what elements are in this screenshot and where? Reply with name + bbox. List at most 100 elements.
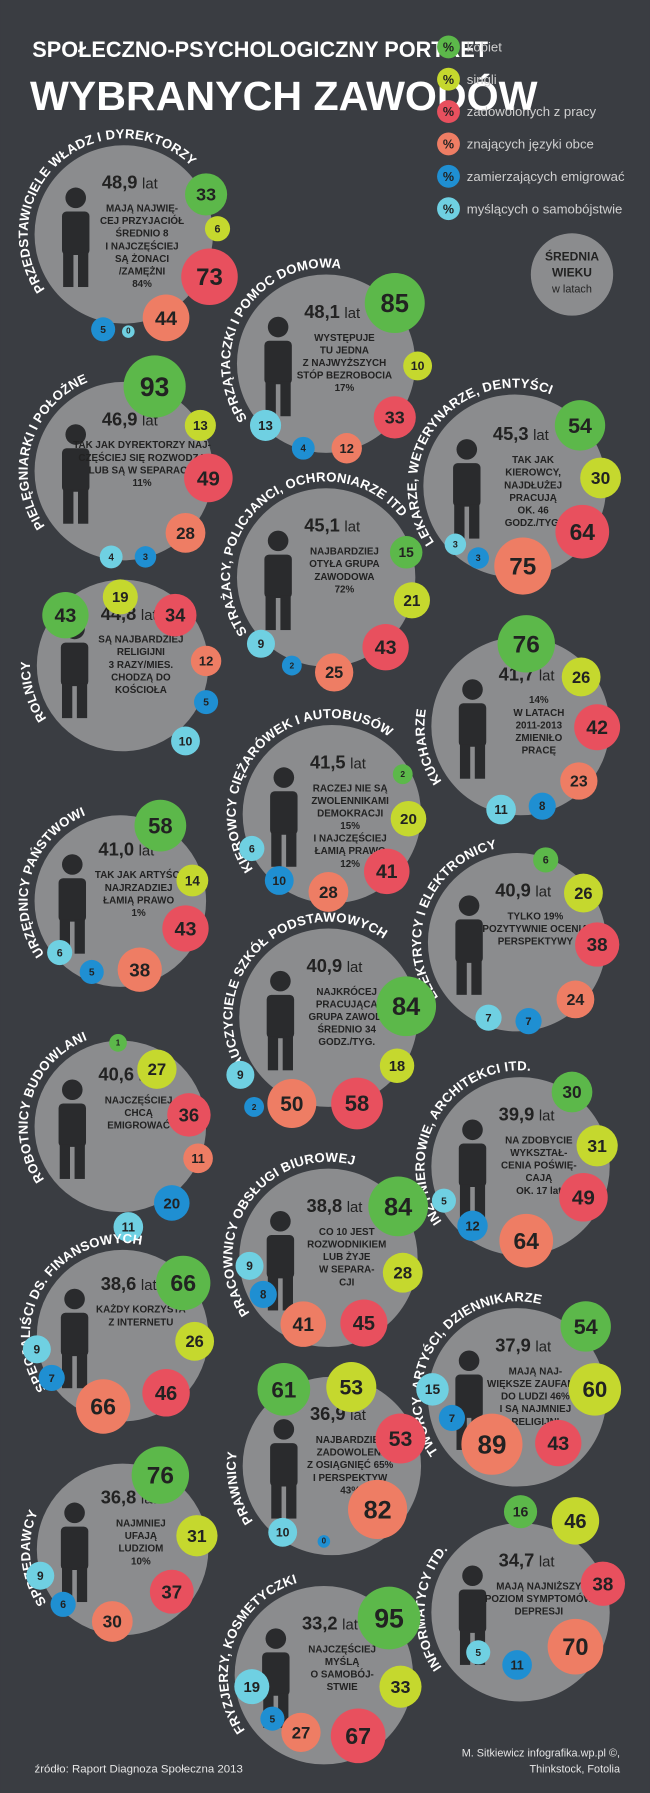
icon-leg [59, 1144, 71, 1179]
icon-body [58, 878, 87, 922]
value-bubble [291, 436, 315, 460]
description-line: OK. 17 lat [516, 1186, 562, 1197]
value-bubble [314, 653, 354, 692]
value-bubble [389, 536, 423, 569]
value-bubble [175, 1321, 215, 1361]
value-label: 93 [140, 372, 169, 402]
value-label: 49 [197, 467, 220, 490]
icon-leg [280, 595, 291, 631]
value-label: 6 [543, 855, 549, 867]
value-label: 6 [60, 1599, 66, 1611]
description-line: UFAJĄ [125, 1531, 157, 1542]
value-label: 10 [272, 874, 286, 888]
description-line: 1% [132, 908, 146, 919]
icon-head [458, 1350, 480, 1372]
description-line: /ZAMĘŻNI [119, 266, 166, 277]
legend-symbol: % [443, 73, 454, 87]
value-label: 11 [494, 803, 507, 817]
icon-body [264, 554, 292, 599]
value-bubble [348, 1479, 408, 1540]
description-line: MAJĄ NAJNIŻSZY [496, 1581, 582, 1592]
description-line: NAJKRÓCEJ [316, 986, 377, 998]
description-line: 3 RAZY/MIES. [109, 660, 174, 671]
value-bubble [184, 409, 216, 441]
value-bubble [142, 1369, 190, 1417]
value-label: 7 [449, 1413, 455, 1425]
description-line: KAŻDY KORZYSTA [96, 1305, 186, 1316]
age-unit: lat [350, 756, 367, 772]
description-line: TAK JAK ARTYŚCI [95, 869, 183, 881]
age: 40,9 [307, 955, 343, 976]
description-line: DO LUDZI 46% [501, 1392, 570, 1403]
description-line: SĄ NAJBARDZIEJ [98, 635, 183, 646]
value-bubble [373, 396, 416, 439]
value-label: 27 [292, 1723, 311, 1742]
value-bubble [535, 1419, 582, 1467]
value-bubble [561, 657, 601, 697]
value-bubble [502, 1650, 532, 1680]
value-bubble [280, 1301, 327, 1347]
age: 37,9 [495, 1335, 531, 1356]
description-line: POZIOM SYMPTOMÓW [485, 1593, 594, 1605]
value-bubble [467, 547, 489, 569]
value-bubble [494, 537, 552, 595]
legend-swatch [437, 132, 460, 156]
value-bubble [554, 400, 606, 451]
description-line: 14% [529, 695, 549, 706]
profession: TWÓRCY, ARTYŚCI, DZIENNIKARZE37,9latMAJĄ… [409, 1289, 622, 1487]
icon-head [273, 1419, 295, 1440]
value-label: 26 [185, 1333, 203, 1351]
icon-leg [474, 744, 486, 779]
icon-head [65, 424, 87, 445]
value-label: 5 [89, 968, 95, 979]
icon-leg [265, 595, 276, 631]
value-bubble [249, 409, 282, 441]
value-bubble [575, 922, 620, 967]
profession: ROBOTNICY BUDOWLANI40,6latNAJCZĘŚCIEJCHC… [16, 1029, 213, 1242]
description-line: Z NAJWYŻSZYCH [303, 358, 387, 369]
description-line: ŁAMIĄ PRAWO [315, 846, 386, 857]
age-unit: lat [539, 1109, 556, 1125]
value-label: 0 [126, 327, 131, 336]
value-bubble [308, 872, 349, 912]
description-line: NAJRZADZIEJ [105, 883, 173, 894]
icon-head [64, 1288, 85, 1310]
value-label: 34 [165, 606, 185, 626]
age-unit: lat [344, 306, 361, 322]
description-line: CHODZĄ DO [111, 672, 171, 683]
legend-label: zamierzających emigrować [467, 169, 625, 184]
age-unit: lat [142, 177, 159, 193]
description-line: RELIGIJNI [511, 1417, 559, 1428]
icon-leg [456, 1415, 467, 1450]
description-line: 12% [340, 859, 360, 870]
value-label: 53 [389, 1427, 413, 1451]
age: 45,3 [493, 423, 529, 444]
value-bubble [357, 1586, 421, 1650]
value-bubble [547, 1618, 604, 1675]
value-label: 38 [592, 1573, 613, 1594]
icon-leg [61, 683, 73, 719]
description-line: NAJCZĘŚCIEJ [308, 1643, 376, 1655]
description-line: 17% [335, 383, 355, 394]
description-line: NA ZDOBYCIE [505, 1135, 573, 1146]
value-label: 9 [37, 1569, 44, 1583]
value-label: 76 [147, 1463, 174, 1490]
icon-leg [286, 832, 297, 867]
value-label: 6 [57, 947, 63, 959]
value-label: 95 [374, 1603, 404, 1633]
value-label: 5 [475, 1648, 481, 1659]
description-line: 10% [131, 1556, 151, 1567]
value-label: 41 [376, 861, 398, 883]
description-line: OTYŁA GRUPA [309, 559, 379, 570]
description-line: 43% [340, 1485, 360, 1496]
value-label: 10 [179, 734, 193, 748]
description-line: LUB ŻYJE [323, 1252, 371, 1263]
value-bubble [244, 1096, 265, 1117]
value-label: 3 [143, 552, 148, 562]
value-bubble [260, 1706, 285, 1731]
description-line: I SĄ NAJMNIEJ [500, 1404, 572, 1415]
value-label: 9 [246, 1259, 253, 1273]
icon-body [60, 1312, 89, 1357]
description-line: 72% [335, 584, 355, 595]
